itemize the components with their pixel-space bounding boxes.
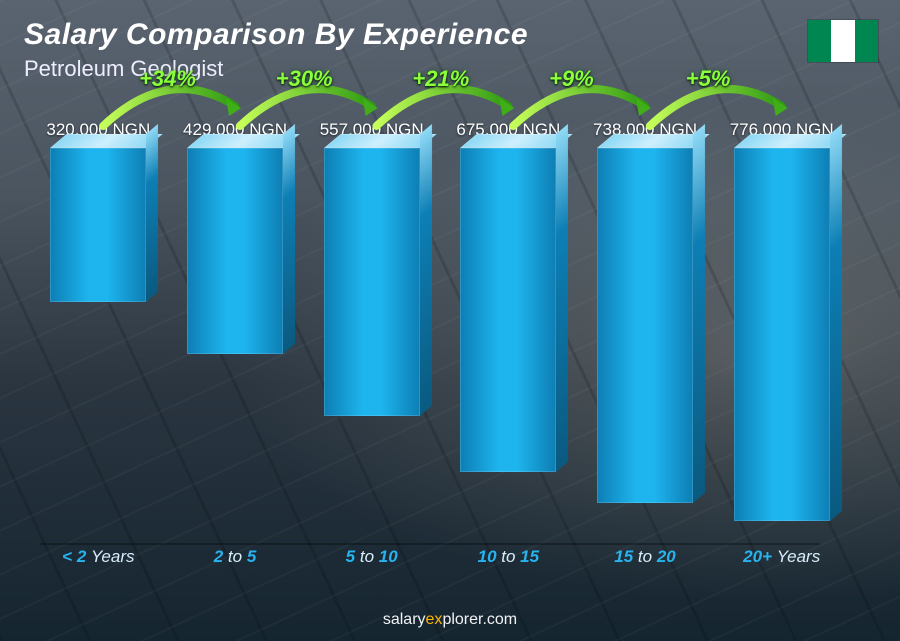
bars-container: 320,000 NGN429,000 NGN557,000 NGN675,000… — [30, 120, 850, 543]
bar-slot: 429,000 NGN — [173, 120, 298, 543]
bar-side-face — [283, 124, 295, 354]
salary-bar-chart: 320,000 NGN429,000 NGN557,000 NGN675,000… — [30, 120, 850, 571]
percent-increase-label: +9% — [549, 66, 594, 92]
bar-slot: 776,000 NGN — [719, 120, 844, 543]
footer-text: salaryexplorer.com — [383, 611, 517, 628]
bar-side-face — [693, 124, 705, 503]
country-flag-nigeria — [808, 20, 878, 62]
x-axis-label: 15 to 20 — [583, 547, 708, 573]
bar-front-face — [597, 148, 693, 503]
percent-increase-label: +30% — [276, 66, 333, 92]
bar-side-face — [420, 124, 432, 416]
bar — [597, 148, 693, 503]
chart-baseline — [40, 543, 820, 545]
x-axis-label: 2 to 5 — [173, 547, 298, 573]
flag-stripe — [808, 20, 831, 62]
bar-front-face — [460, 148, 556, 472]
x-axis-label: < 2 Years — [36, 547, 161, 573]
bar — [187, 148, 283, 354]
chart-title: Salary Comparison By Experience — [24, 18, 528, 52]
bar-side-face — [830, 124, 842, 521]
bar — [734, 148, 830, 521]
bar-front-face — [324, 148, 420, 416]
x-axis-labels: < 2 Years 2 to 5 5 to 10 10 to 15 15 to 20 20… — [30, 547, 850, 573]
percent-increase-label: +21% — [412, 66, 469, 92]
bar-side-face — [146, 124, 158, 302]
bar-front-face — [50, 148, 146, 302]
bar-side-face — [556, 124, 568, 472]
bar — [460, 148, 556, 472]
bar-slot: 320,000 NGN — [36, 120, 161, 543]
bar-slot: 675,000 NGN — [446, 120, 571, 543]
bar-front-face — [187, 148, 283, 354]
bar-front-face — [734, 148, 830, 521]
flag-stripe — [855, 20, 878, 62]
x-axis-label: 10 to 15 — [446, 547, 571, 573]
bar-slot: 557,000 NGN — [309, 120, 434, 543]
x-axis-label: 5 to 10 — [309, 547, 434, 573]
flag-stripe — [831, 20, 854, 62]
bar-slot: 738,000 NGN — [583, 120, 708, 543]
x-axis-label: 20+ Years — [719, 547, 844, 573]
percent-increase-label: +5% — [686, 66, 731, 92]
percent-increase-label: +34% — [139, 66, 196, 92]
bar — [50, 148, 146, 302]
bar — [324, 148, 420, 416]
footer-attribution: salaryexplorer.com — [0, 611, 900, 629]
